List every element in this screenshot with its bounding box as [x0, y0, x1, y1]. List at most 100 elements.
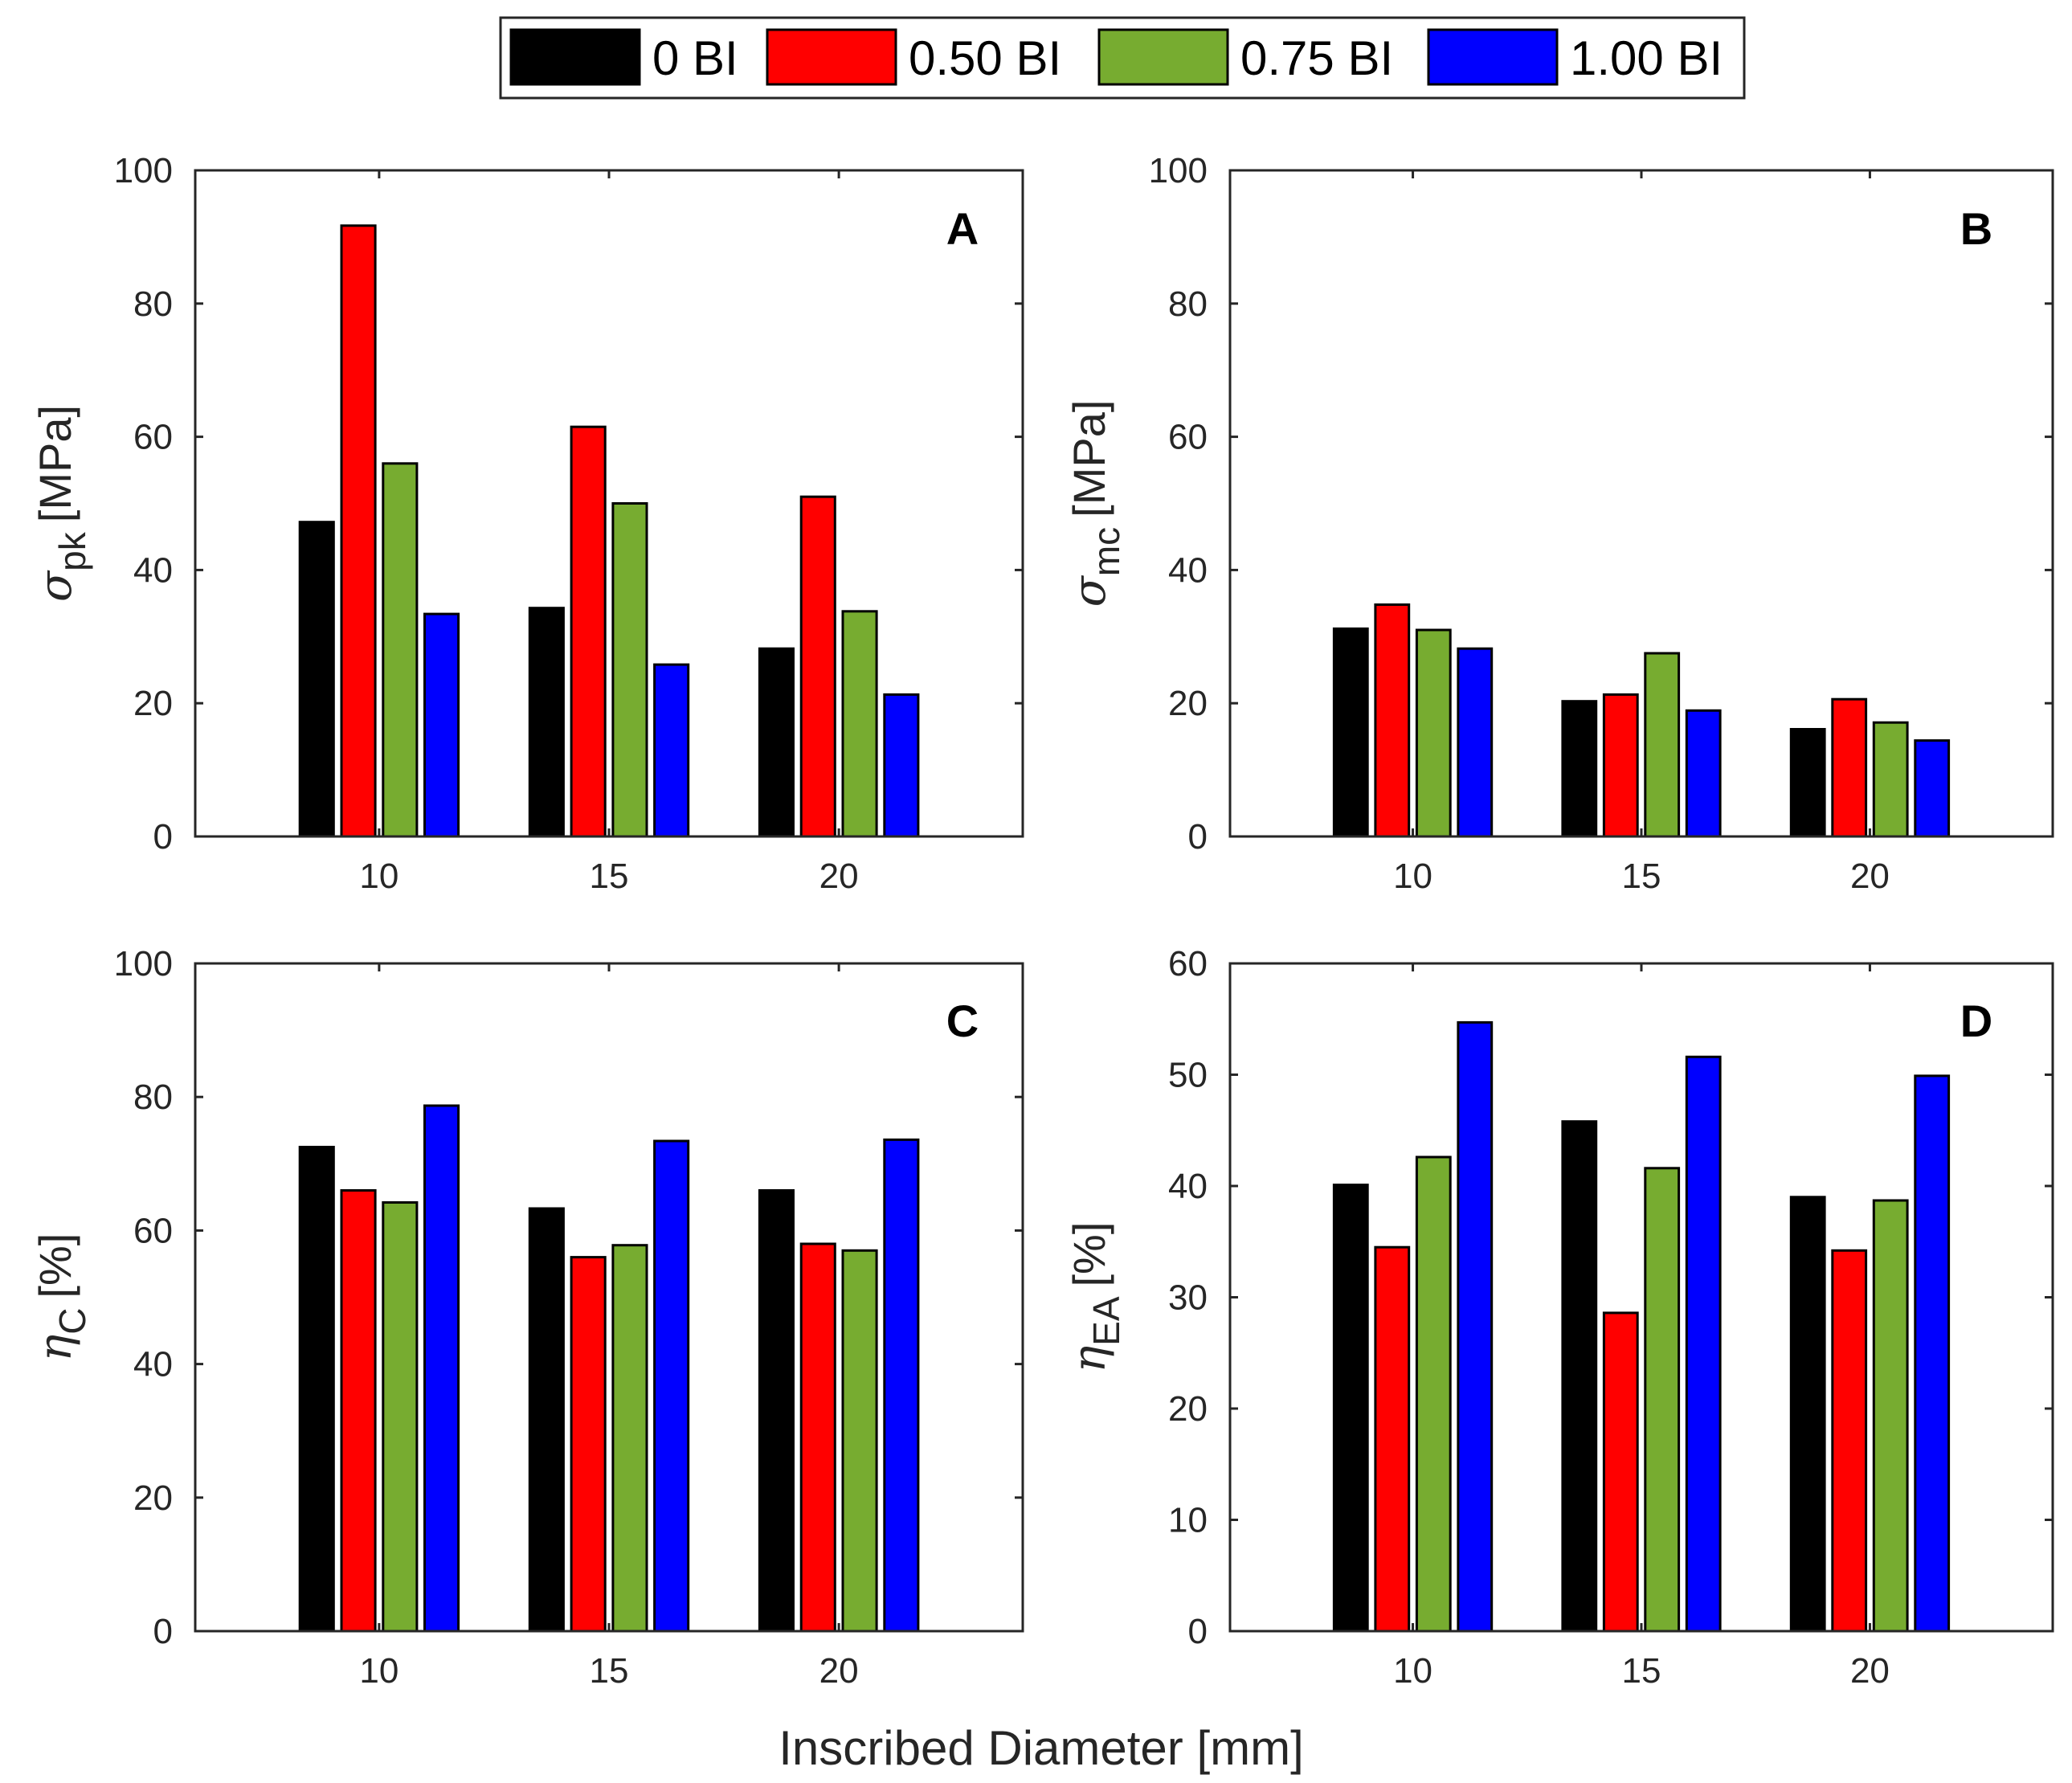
bar-a-0-50-bi-20 [799, 495, 836, 838]
bar-a-0-bi-10 [298, 521, 335, 838]
y-tick-label: 20 [133, 684, 173, 723]
x-tick-label: 15 [1622, 857, 1661, 896]
y-axis-label-unit: [MPa] [1064, 400, 1114, 517]
bar-b-0-50-bi-10 [1374, 603, 1411, 838]
bar-b-0-50-bi-15 [1602, 693, 1639, 838]
axes-frame [1228, 169, 2054, 838]
y-axis-label-subscript: mc [1085, 527, 1127, 576]
y-tick-label: 40 [1168, 550, 1208, 590]
y-tick-label: 80 [133, 1078, 173, 1117]
x-tick-label: 10 [359, 1651, 398, 1691]
bar-b-0-75-bi-10 [1415, 628, 1452, 838]
y-tick-label: 0 [153, 1612, 173, 1651]
panel-letter: C [946, 996, 979, 1046]
y-tick-label: 100 [1149, 151, 1208, 190]
y-tick-label: 20 [133, 1478, 173, 1518]
y-tick-label: 60 [1168, 944, 1208, 984]
y-axis-label-symbol: σ [30, 570, 82, 602]
x-tick-label: 15 [1622, 1651, 1661, 1691]
y-tick-label: 60 [133, 1211, 173, 1250]
bar-a-0-75-bi-10 [382, 462, 419, 838]
bar-d-0-bi-10 [1332, 1184, 1369, 1633]
bar-a-1-00-bi-20 [883, 693, 920, 838]
x-tick-label: 10 [1393, 1651, 1432, 1691]
y-tick-label: 50 [1168, 1056, 1208, 1095]
axes-frame [194, 169, 1024, 838]
bar-b-0-50-bi-20 [1831, 697, 1868, 838]
bar-c-1-00-bi-20 [883, 1138, 920, 1633]
y-tick-label: 60 [1168, 418, 1208, 457]
legend-swatch-0-75-bi [1097, 28, 1229, 86]
bar-a-0-bi-15 [528, 607, 565, 838]
bar-d-0-75-bi-10 [1415, 1155, 1452, 1633]
bar-b-0-bi-10 [1332, 627, 1369, 838]
y-axis-label-symbol: η [30, 1335, 82, 1362]
y-tick-label: 40 [133, 1345, 173, 1384]
x-tick-label: 15 [590, 1651, 629, 1691]
bar-b-1-00-bi-20 [1914, 739, 1951, 838]
y-axis-label-symbol: σ [1064, 575, 1116, 607]
bar-d-0-bi-15 [1561, 1120, 1598, 1633]
bar-d-0-75-bi-20 [1872, 1199, 1909, 1633]
bar-c-0-bi-15 [528, 1207, 565, 1633]
y-tick-label: 20 [1168, 1389, 1208, 1429]
y-axis-label: ηEA [%] [1064, 1222, 1127, 1373]
bar-c-0-75-bi-15 [611, 1244, 648, 1633]
bar-c-0-75-bi-10 [382, 1201, 419, 1633]
bar-c-0-50-bi-10 [340, 1189, 377, 1633]
y-axis-label: ηC [%] [30, 1233, 93, 1362]
y-axis-label-unit: [MPa] [30, 405, 80, 522]
y-tick-label: 80 [133, 284, 173, 324]
bar-b-0-75-bi-15 [1644, 652, 1681, 838]
x-tick-label: 20 [1850, 1651, 1890, 1691]
bar-c-0-50-bi-15 [570, 1256, 607, 1633]
bar-a-1-00-bi-15 [653, 663, 690, 838]
legend-label-0-bi: 0 BI [652, 31, 738, 85]
bar-a-0-50-bi-15 [570, 425, 607, 838]
y-tick-label: 20 [1168, 684, 1208, 723]
bar-c-1-00-bi-10 [423, 1104, 460, 1633]
bar-d-0-50-bi-20 [1831, 1249, 1868, 1633]
y-tick-label: 60 [133, 418, 173, 457]
panel-letter: B [1960, 203, 1992, 254]
y-axis-label: σpk [MPa] [30, 405, 93, 602]
bar-c-0-75-bi-20 [841, 1249, 878, 1633]
y-axis-label-subscript: EA [1085, 1296, 1127, 1346]
y-tick-label: 0 [1188, 817, 1208, 857]
bar-b-1-00-bi-10 [1457, 647, 1494, 838]
bar-a-1-00-bi-10 [423, 612, 460, 838]
legend-label-0-50-bi: 0.50 BI [909, 31, 1061, 85]
y-axis-label-unit: [%] [30, 1233, 80, 1298]
y-tick-label: 80 [1168, 284, 1208, 324]
panel-letter: A [946, 203, 979, 254]
x-tick-label: 20 [1850, 857, 1890, 896]
bar-c-0-50-bi-20 [799, 1242, 836, 1633]
y-tick-label: 0 [1188, 1612, 1208, 1651]
x-tick-label: 10 [1393, 857, 1432, 896]
x-tick-label: 20 [819, 857, 859, 896]
legend-swatch-1-00-bi [1427, 28, 1559, 86]
legend-swatch-0-50-bi [766, 28, 897, 86]
y-tick-label: 40 [133, 550, 173, 590]
legend-label-0-75-bi: 0.75 BI [1240, 31, 1393, 85]
bar-b-0-bi-20 [1789, 728, 1826, 838]
bar-d-1-00-bi-15 [1685, 1055, 1722, 1633]
bar-b-0-75-bi-20 [1872, 721, 1909, 838]
bar-d-1-00-bi-10 [1457, 1020, 1494, 1633]
bar-a-0-75-bi-15 [611, 502, 648, 838]
y-tick-label: 30 [1168, 1278, 1208, 1318]
y-tick-label: 0 [153, 817, 173, 857]
legend-swatch-0-bi [509, 28, 641, 86]
x-tick-label: 10 [359, 857, 398, 896]
axes-frame [194, 962, 1024, 1633]
bar-a-0-75-bi-20 [841, 610, 878, 838]
x-tick-label: 15 [590, 857, 629, 896]
bar-d-0-50-bi-10 [1374, 1245, 1411, 1633]
bar-a-0-bi-20 [758, 647, 795, 838]
